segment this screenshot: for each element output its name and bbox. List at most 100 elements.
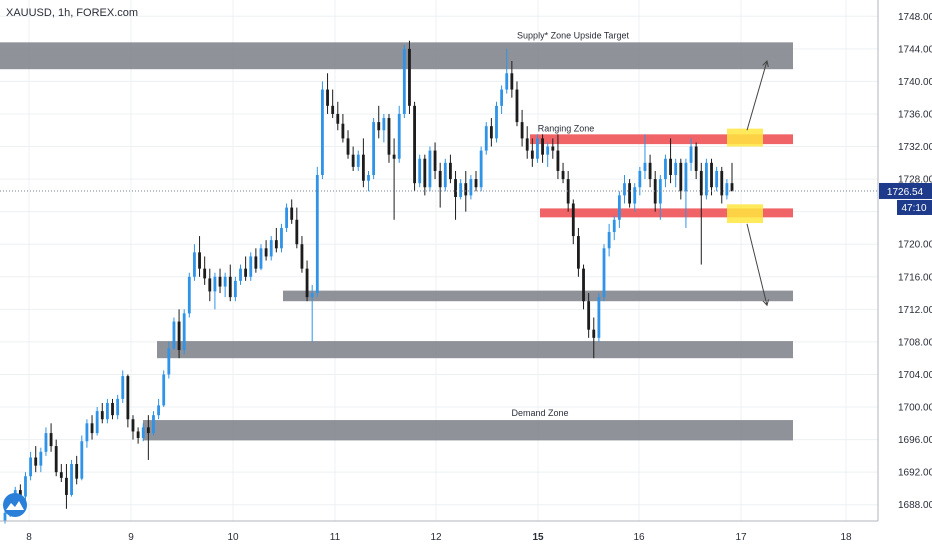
x-tick-label: 15 xyxy=(532,532,544,543)
candle-body xyxy=(75,464,79,479)
candle-body xyxy=(315,175,319,294)
candle-body xyxy=(54,446,58,473)
candle-body xyxy=(162,374,166,406)
candle-body xyxy=(679,162,683,192)
candle-body xyxy=(157,405,160,416)
candle-body xyxy=(372,122,376,176)
zone-red xyxy=(530,134,793,145)
candle-body xyxy=(336,113,340,124)
candles-layer xyxy=(3,40,734,524)
candle-body xyxy=(684,162,688,192)
candle-body xyxy=(413,105,416,184)
candle-body xyxy=(536,138,539,159)
candle-body xyxy=(689,146,693,163)
candle-body xyxy=(193,252,196,277)
candle-body xyxy=(715,170,719,188)
projection-line xyxy=(746,60,768,131)
y-tick-label: 1688.00 xyxy=(898,500,932,511)
candle-body xyxy=(218,276,222,287)
zone-gray xyxy=(157,341,793,359)
candle-body xyxy=(418,158,422,184)
candle-body xyxy=(387,118,391,155)
candle-body xyxy=(587,301,591,330)
zone-label: Demand Zone xyxy=(511,408,568,418)
candle-body xyxy=(443,162,447,188)
axes-layer: 1688.00 1692.00 1696.00 1700.00 1704.00 1708.… xyxy=(0,0,932,543)
candle-body xyxy=(70,464,73,495)
candle-body xyxy=(607,232,611,249)
candle-body xyxy=(90,423,94,434)
countdown-badge xyxy=(897,199,932,215)
candle-body xyxy=(295,219,299,245)
candle-body xyxy=(500,89,504,106)
candle-body xyxy=(408,48,411,106)
candle-body xyxy=(704,162,708,196)
candle-body xyxy=(449,162,452,180)
y-tick-label: 1712.00 xyxy=(898,305,932,316)
candle-body xyxy=(203,268,207,279)
candle-body xyxy=(80,441,84,479)
candle-body xyxy=(628,183,632,204)
candle-body xyxy=(3,512,7,521)
candle-body xyxy=(24,476,27,497)
candle-body xyxy=(489,126,493,139)
candle-body xyxy=(167,348,171,375)
candle-body xyxy=(331,105,335,114)
candle-body xyxy=(725,183,729,196)
candle-body xyxy=(39,451,43,466)
candle-body xyxy=(351,154,355,167)
arrow-down-icon xyxy=(762,299,770,307)
candle-body xyxy=(198,252,201,269)
zone-gray xyxy=(283,290,793,302)
candle-body xyxy=(653,179,657,204)
y-tick-label: 1716.00 xyxy=(898,272,932,283)
candle-body xyxy=(326,89,329,106)
y-tick-label: 1744.00 xyxy=(898,44,932,55)
candle-body xyxy=(392,154,396,159)
countdown-label: 47:10 xyxy=(901,203,926,214)
y-tick-label: 1696.00 xyxy=(898,435,932,446)
candle-body xyxy=(382,118,386,131)
candle-body xyxy=(264,248,268,257)
x-tick-label: 9 xyxy=(128,532,134,543)
candle-body xyxy=(454,179,457,198)
candle-body xyxy=(341,123,345,139)
candle-body xyxy=(310,293,314,298)
x-tick-label: 18 xyxy=(840,532,852,543)
candle-body xyxy=(623,183,626,196)
last-price-label: 1726.54 xyxy=(887,187,924,198)
x-tick-label: 16 xyxy=(633,532,645,543)
candle-body xyxy=(290,207,294,220)
candle-body xyxy=(346,138,350,155)
x-tick-label: 12 xyxy=(430,532,442,543)
candle-body xyxy=(269,240,273,257)
candle-body xyxy=(244,268,248,277)
y-tick-label: 1728.00 xyxy=(898,175,932,186)
candle-body xyxy=(612,219,616,233)
candle-body xyxy=(397,113,401,159)
y-tick-label: 1736.00 xyxy=(898,109,932,120)
candle-body xyxy=(699,170,703,196)
candle-body xyxy=(49,433,53,447)
y-tick-label: 1708.00 xyxy=(898,337,932,348)
candle-body xyxy=(356,154,360,167)
y-tick-label: 1704.00 xyxy=(898,370,932,381)
zone-label: Ranging Zone xyxy=(538,123,595,133)
tradingview-logo-icon[interactable] xyxy=(3,493,27,517)
zone-gray xyxy=(0,42,793,70)
candle-body xyxy=(95,411,99,434)
candle-body xyxy=(459,183,463,198)
candle-body xyxy=(274,240,278,249)
candle-body xyxy=(285,207,288,228)
candle-body xyxy=(674,162,678,176)
candle-body xyxy=(669,158,672,176)
candle-body xyxy=(720,170,724,196)
candle-body xyxy=(730,183,734,192)
x-tick-label: 11 xyxy=(330,532,341,543)
candle-body xyxy=(515,89,519,123)
candle-body xyxy=(428,150,432,188)
candle-body xyxy=(126,376,130,420)
candle-body xyxy=(495,105,498,139)
candle-body xyxy=(551,146,555,151)
